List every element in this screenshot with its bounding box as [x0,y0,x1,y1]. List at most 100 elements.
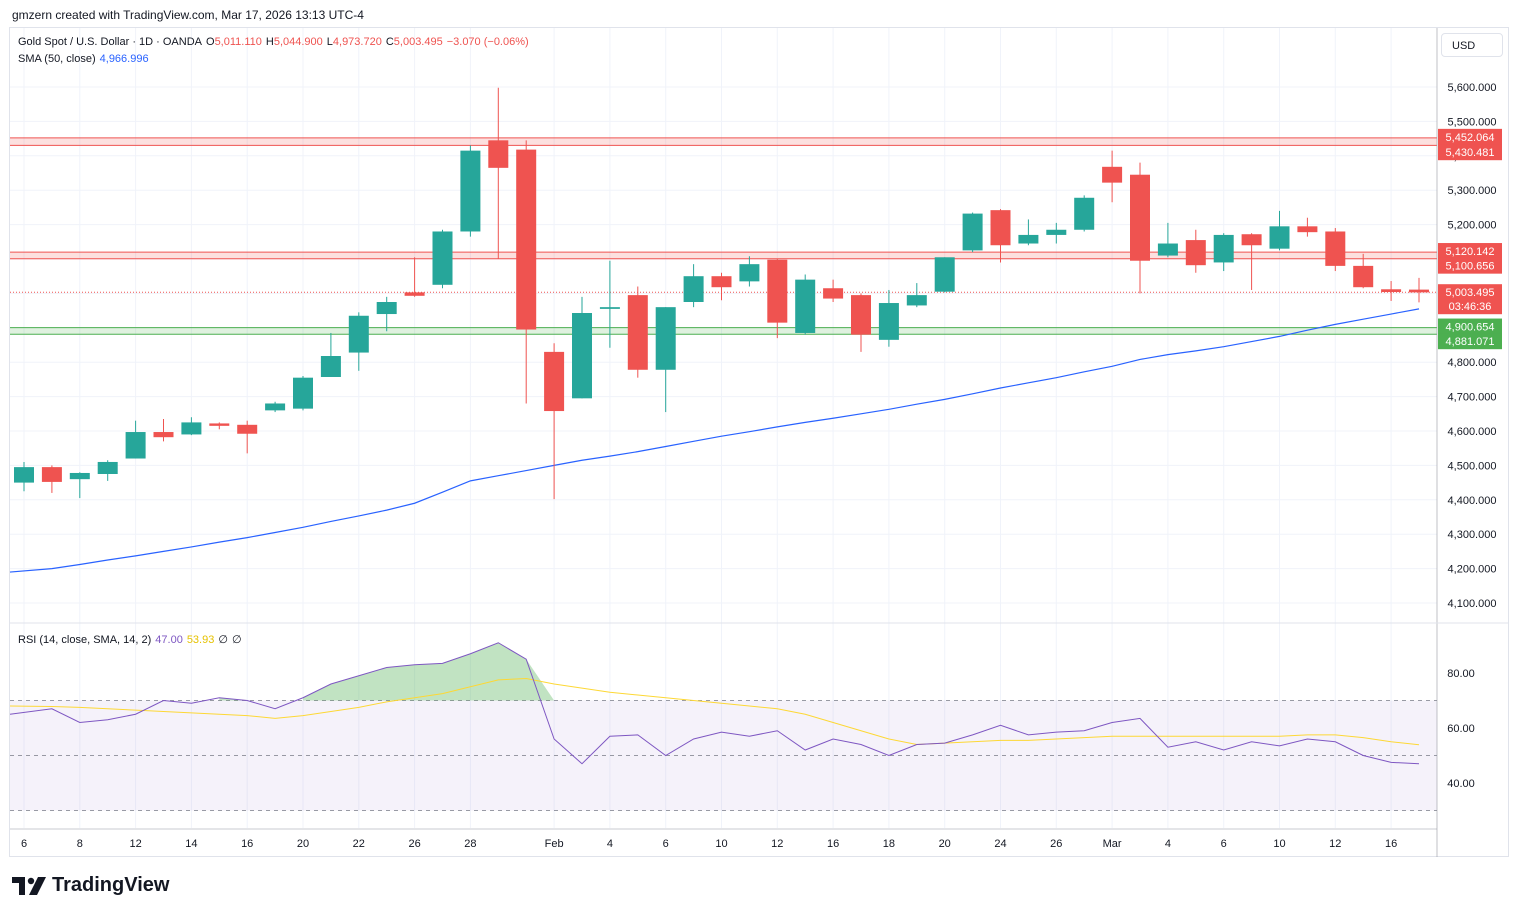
candle [14,461,34,492]
candle [376,296,397,332]
sma-legend: SMA (50, close) 4,966.996 [18,53,153,65]
candle [41,465,62,493]
candle-body [823,288,844,299]
time-tick-label: 20 [939,838,951,850]
resistance-upper-zone [10,137,1437,146]
candle [153,418,174,442]
candle [209,422,230,430]
rsi-label: RSI (14, close, SMA, 14, 2) [18,634,152,646]
candle-body [1018,234,1039,244]
price-tick-label: 4,100.000 [1448,598,1497,610]
candle-body [516,149,537,330]
time-tick-label: 12 [771,838,783,850]
candle [404,257,425,297]
candle [906,283,927,308]
rsi-extra-1: ∅ [218,634,228,646]
candle [516,140,537,404]
candle [1269,210,1290,251]
level-label-bg [1438,318,1502,335]
candle-body [739,264,760,282]
support-zone [10,327,1437,335]
candle-body [544,351,565,412]
candle [795,274,816,335]
change-value: −3.070 (−0.06%) [446,36,529,48]
level-label: 5,120.142 [1446,246,1495,258]
time-tick-label: Mar [1103,838,1122,850]
chart-frame [9,27,1509,857]
open-label: O [206,36,215,48]
time-tick-label: 16 [827,838,839,850]
sma-label: SMA (50, close) [18,53,96,65]
time-tick-label: 18 [883,838,895,850]
candle [823,279,844,302]
candle [1381,281,1402,301]
time-tick-label: 24 [994,838,1006,850]
candle [181,417,202,436]
candle-body [237,424,258,434]
candle-body [404,292,425,296]
candle [599,260,620,348]
level-label: 4,900.654 [1446,322,1495,334]
candle-body [1130,174,1150,261]
candle [683,264,704,308]
candle-body [14,467,34,483]
brand-text: TradingView [52,874,170,896]
candle-body [1297,226,1318,233]
candle-body [1269,226,1290,249]
price-tick-label: 5,600.000 [1448,82,1497,94]
candle [962,212,983,253]
candle [97,460,118,481]
candle-body [767,259,788,323]
candle-body [627,295,648,370]
rsi-tick-label: 40.00 [1447,778,1475,790]
price-tick-label: 5,300.000 [1448,185,1497,197]
candle-body [41,467,62,482]
candle [265,401,286,413]
time-tick-label: 6 [1221,838,1227,850]
candle-body [97,461,118,474]
time-tick-label: 10 [715,838,727,850]
rsi-tick-label: 60.00 [1447,723,1475,735]
candle [851,293,871,352]
rsi-sma-value: 53.93 [186,634,215,646]
level-label-bg [1438,257,1502,274]
price-tick-label: 4,400.000 [1448,495,1497,507]
candle [1325,228,1346,272]
candle-body [851,295,871,335]
rsi-value: 47.00 [155,634,183,646]
price-labels: 5,452.064 5,430.481 5,120.142 5,100.656 4,90… [1438,128,1502,350]
price-tick-label: 4,500.000 [1448,460,1497,472]
candle [655,307,676,413]
time-tick-label: 12 [1329,838,1341,850]
candle [1185,229,1206,273]
time-tick-label: 6 [663,838,669,850]
resistance-lower-zone [10,252,1437,259]
candle-body [683,276,704,302]
countdown-label: 03:46:36 [1449,301,1492,313]
candles [14,87,1429,500]
low-value: 4,973.720 [332,36,382,48]
time-tick-label: 12 [129,838,141,850]
candle [934,257,955,293]
candle-body [1353,265,1374,288]
level-label: 5,452.064 [1446,132,1495,144]
sma-50-line [9,308,1420,573]
high-value: 5,044.900 [273,36,323,48]
currency-button[interactable]: USD [1441,33,1503,57]
time-tick-label: 14 [185,838,197,850]
candle [767,259,788,339]
time-tick-label: 26 [408,838,420,850]
candle-body [432,231,453,285]
last-price-label: 5,003.495 [1446,287,1495,299]
candle [320,332,341,377]
candle [1353,253,1374,289]
time-tick-label: 16 [1385,838,1397,850]
candle [125,420,146,459]
candle-body [990,210,1011,246]
rsi-line [9,642,1420,765]
candle [572,296,592,399]
time-tick-label: 4 [1165,838,1171,850]
candle-body [962,213,983,251]
candle [293,375,313,411]
